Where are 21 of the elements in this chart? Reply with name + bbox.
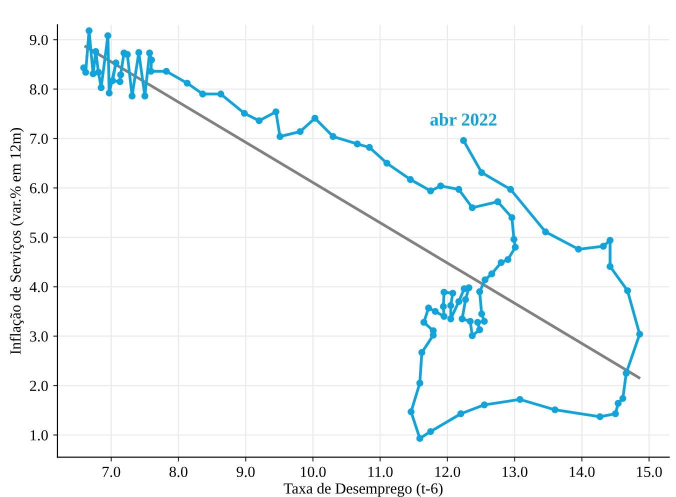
x-tick-label: 10.0 [300, 466, 326, 478]
x-tick-label: 13.0 [502, 466, 528, 478]
x-axis-title: Taxa de Desemprego (t-6) [284, 482, 443, 497]
y-tick-label: 1.0 [30, 430, 48, 441]
y-tick-label: 3.0 [30, 331, 48, 342]
y-axis-title: Inflação de Serviços (var.% em 12m) [10, 128, 24, 354]
y-tick-label: 2.0 [30, 380, 48, 392]
y-tick-label: 9.0 [30, 34, 48, 46]
x-tick-label: 11.0 [368, 466, 393, 478]
x-tick-label: 9.0 [236, 466, 255, 478]
annotation: abr 2022 [430, 113, 496, 126]
y-tick-label: 7.0 [30, 134, 48, 144]
x-tick-label: 14.0 [570, 466, 595, 478]
x-tick-label: 12.0 [435, 466, 460, 478]
x-tick-label: 7.0 [102, 466, 120, 478]
y-tick-label: 4.0 [30, 282, 48, 292]
y-tick-label: 8.0 [30, 84, 48, 95]
x-tick-label: 15.0 [637, 466, 662, 478]
y-tick-label: 5.0 [30, 232, 48, 243]
x-tick-label: 8.0 [170, 466, 188, 478]
y-tick-label: 6.0 [30, 183, 48, 194]
